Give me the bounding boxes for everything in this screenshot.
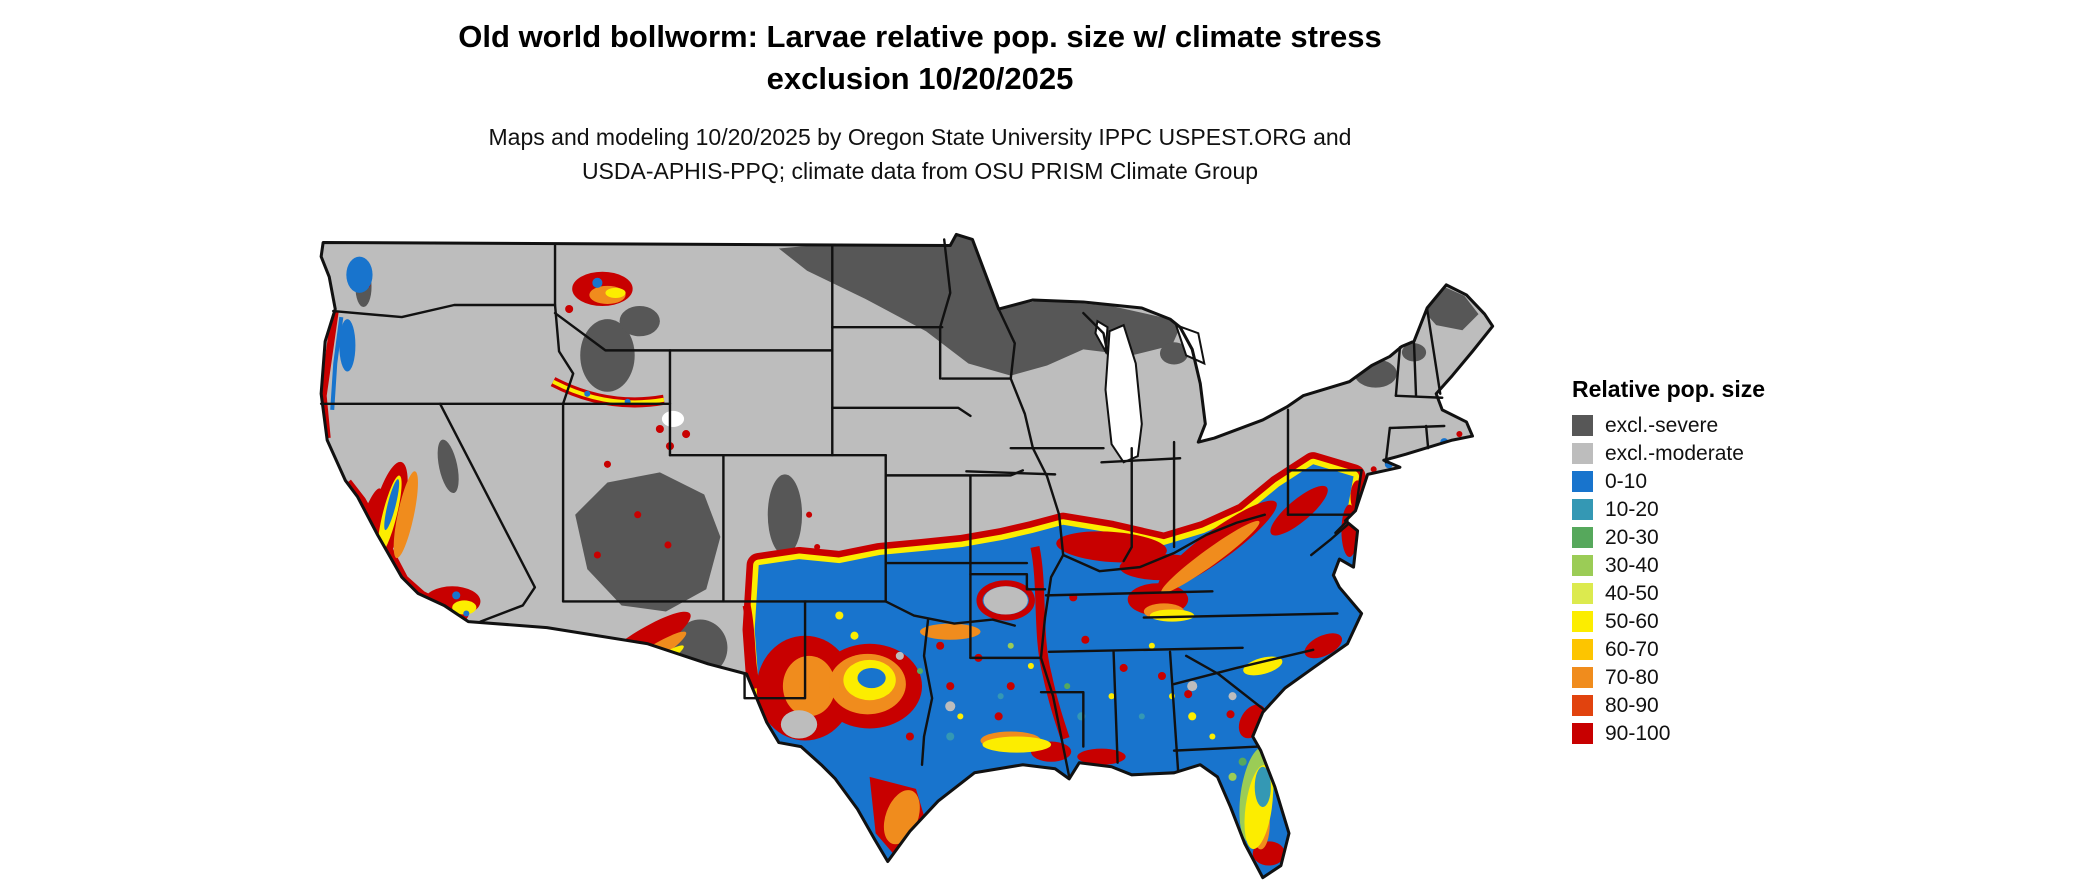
legend-swatch-0-10 <box>1572 471 1593 492</box>
legend-label: 60-70 <box>1605 637 1659 661</box>
population-20-30-patches <box>916 667 1247 766</box>
legend-label: 0-10 <box>1605 469 1648 493</box>
us-map <box>305 212 1535 890</box>
legend-label: 70-80 <box>1605 665 1659 689</box>
legend-swatch-20-30 <box>1572 527 1593 548</box>
legend-item: 90-100 <box>1572 721 1832 745</box>
legend-item: excl.-moderate <box>1572 441 1832 465</box>
legend-label: 40-50 <box>1605 581 1659 605</box>
legend-label: 80-90 <box>1605 693 1659 717</box>
legend-item: 30-40 <box>1572 553 1832 577</box>
legend-item: 20-30 <box>1572 525 1832 549</box>
legend-swatch-30-40 <box>1572 555 1593 576</box>
severe-exclusion-regions <box>355 234 1479 688</box>
legend-item: 50-60 <box>1572 609 1832 633</box>
legend-item: 0-10 <box>1572 469 1832 493</box>
great-salt-lake <box>661 410 685 427</box>
legend-swatch-excl-moderate <box>1572 443 1593 464</box>
legend-label: excl.-moderate <box>1605 441 1744 465</box>
page-title: Old world bollworm: Larvae relative pop.… <box>210 16 1630 100</box>
map-legend: Relative pop. size excl.-severe excl.-mo… <box>1572 376 1832 751</box>
legend-swatch-50-60 <box>1572 611 1593 632</box>
legend-swatch-40-50 <box>1572 583 1593 604</box>
map-attribution: Maps and modeling 10/20/2025 by Oregon S… <box>210 120 1630 188</box>
legend-swatch-60-70 <box>1572 639 1593 660</box>
legend-title: Relative pop. size <box>1572 376 1766 402</box>
legend-item: 70-80 <box>1572 665 1832 689</box>
legend-swatch-90-100 <box>1572 723 1593 744</box>
title-line-1: Old world bollworm: Larvae relative pop.… <box>458 19 1382 54</box>
legend-label: excl.-severe <box>1605 413 1719 437</box>
attribution-line-2: USDA-APHIS-PPQ; climate data from OSU PR… <box>581 158 1259 184</box>
legend-swatch-80-90 <box>1572 695 1593 716</box>
legend-label: 90-100 <box>1605 721 1671 745</box>
legend-item: excl.-severe <box>1572 413 1832 437</box>
legend-label: 50-60 <box>1605 609 1659 633</box>
legend-swatch-70-80 <box>1572 667 1593 688</box>
population-0-10-patches <box>339 256 1449 689</box>
legend-item: 80-90 <box>1572 693 1832 717</box>
legend-label: 30-40 <box>1605 553 1659 577</box>
map-raster-layers <box>321 234 1493 878</box>
legend-item: 10-20 <box>1572 497 1832 521</box>
attribution-line-1: Maps and modeling 10/20/2025 by Oregon S… <box>488 124 1352 150</box>
state-borders <box>319 238 1446 779</box>
lake-michigan <box>1104 323 1143 464</box>
us-map-svg <box>319 232 1495 880</box>
legend-swatch-excl-severe <box>1572 415 1593 436</box>
legend-item: 40-50 <box>1572 581 1832 605</box>
us-outline <box>319 232 1495 880</box>
moderate-exclusion-inner-pockets <box>780 586 1237 739</box>
legend-label: 20-30 <box>1605 525 1659 549</box>
title-line-2: exclusion 10/20/2025 <box>766 61 1074 96</box>
legend-item: 60-70 <box>1572 637 1832 661</box>
legend-swatch-10-20 <box>1572 499 1593 520</box>
legend-label: 10-20 <box>1605 497 1659 521</box>
